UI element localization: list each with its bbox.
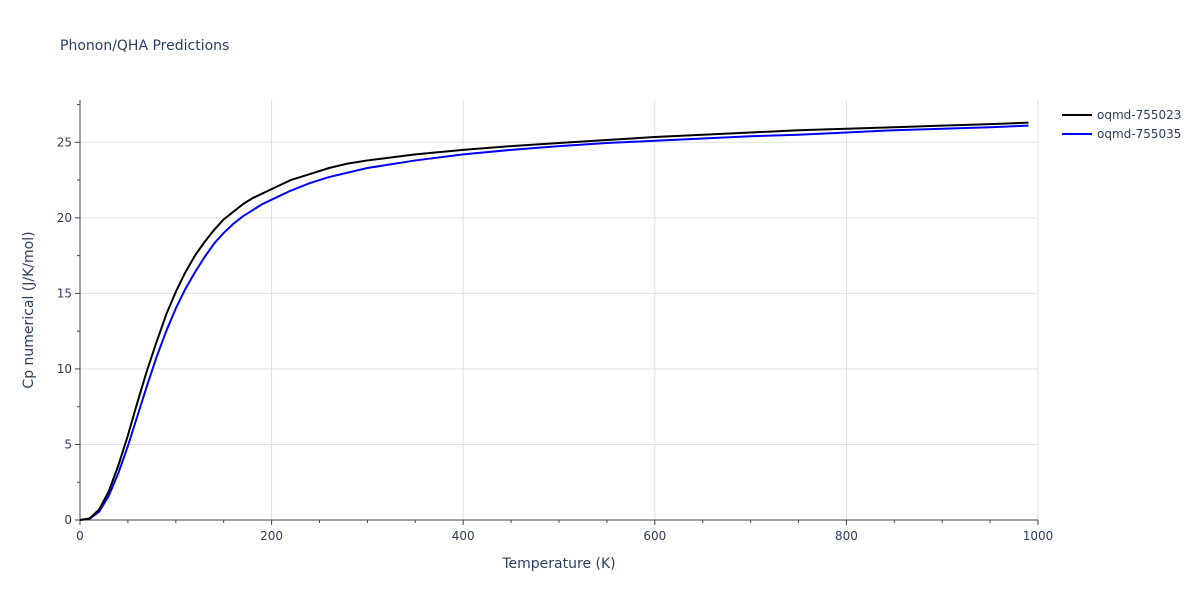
- x-tick-label: 800: [835, 529, 858, 543]
- y-tick-label: 5: [64, 437, 72, 451]
- y-tick-label: 25: [57, 135, 72, 149]
- legend-item-oqmd-755023[interactable]: oqmd-755023: [1062, 108, 1181, 122]
- y-tick-label: 20: [57, 211, 72, 225]
- x-tick-label: 400: [452, 529, 475, 543]
- x-tick-label: 0: [76, 529, 84, 543]
- legend-label: oqmd-755035: [1097, 127, 1181, 141]
- y-axis-title: Cp numerical (J/K/mol): [21, 231, 37, 388]
- series-line-oqmd-755035: [79, 124, 1029, 521]
- x-tick-label: 600: [643, 529, 666, 543]
- legend-item-oqmd-755035[interactable]: oqmd-755035: [1062, 127, 1181, 141]
- x-tick-label: 1000: [1023, 529, 1054, 543]
- series-layer: [79, 121, 1029, 521]
- series-line-oqmd-755023: [79, 121, 1029, 521]
- x-tick-label: 200: [260, 529, 283, 543]
- axes-layer: 0 200 400 600 800 1000 0 5 10 15 20 25: [57, 100, 1054, 543]
- legend[interactable]: oqmd-755023 oqmd-755035: [1062, 108, 1181, 141]
- x-axis-title: Temperature (K): [501, 556, 615, 572]
- y-tick-label: 0: [64, 513, 72, 527]
- y-tick-label: 15: [57, 286, 72, 300]
- y-tick-label: 10: [57, 362, 72, 376]
- chart-title: Phonon/QHA Predictions: [60, 38, 229, 54]
- legend-label: oqmd-755023: [1097, 108, 1181, 122]
